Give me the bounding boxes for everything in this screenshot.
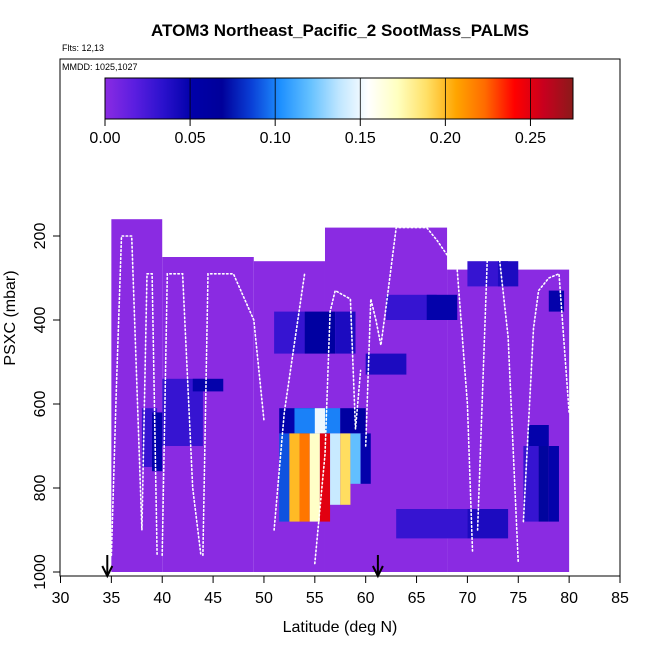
x-tick-label: 85 <box>611 590 629 607</box>
colorbar-ticks: 0.00 0.05 0.10 0.15 0.20 0.25 <box>89 78 546 147</box>
heatmap-cell <box>350 433 361 484</box>
x-tick-label: 60 <box>357 590 375 607</box>
x-tick-label: 50 <box>255 590 273 607</box>
flight-track <box>273 272 306 531</box>
flight-track <box>161 272 202 557</box>
colorbar-tick-label: 0.05 <box>175 130 206 147</box>
heatmap-cell <box>289 433 300 522</box>
heatmap-cells <box>111 219 570 572</box>
x-tick-label: 75 <box>509 590 527 607</box>
heatmap-cell <box>274 311 305 354</box>
heatmap-cell <box>319 433 331 522</box>
heatmap-cell <box>523 446 539 522</box>
x-tick-label: 40 <box>153 590 171 607</box>
heatmap-cell <box>152 412 163 472</box>
heatmap-cell <box>304 311 336 354</box>
flight-track <box>476 243 520 565</box>
y-tick-label: 400 <box>32 307 49 334</box>
heatmap-cell <box>314 408 325 434</box>
heatmap-cell <box>192 378 224 392</box>
x-tick-label: 35 <box>102 590 120 607</box>
heatmap-cell <box>396 509 468 539</box>
x-axis: 30 35 40 45 50 55 60 65 70 75 80 85 <box>52 576 629 607</box>
heatmap-cell <box>309 433 320 522</box>
colorbar <box>104 77 574 120</box>
chart-title: ATOM3 Northeast_Pacific_2 SootMass_PALMS <box>151 21 529 40</box>
colorbar-tick-label: 0.20 <box>430 130 461 147</box>
heatmap-cell <box>299 433 310 522</box>
y-axis: 200 400 600 800 1000 <box>32 223 60 590</box>
x-tick-label: 65 <box>408 590 426 607</box>
x-tick-label: 70 <box>459 590 477 607</box>
flight-track <box>313 289 362 565</box>
x-tick-label: 30 <box>52 590 70 607</box>
y-tick-label: 200 <box>32 223 49 250</box>
y-tick-label: 1000 <box>32 554 49 590</box>
x-tick-label: 80 <box>560 590 578 607</box>
heatmap-cell <box>548 446 559 522</box>
heatmap-cell <box>538 446 549 522</box>
y-tick-label: 600 <box>32 391 49 418</box>
colorbar-tick-label: 0.10 <box>260 130 291 147</box>
heatmap-cell <box>426 294 458 320</box>
flight-track <box>110 235 158 557</box>
colorbar-tick-label: 0.00 <box>89 130 120 147</box>
flights-label: Flts: 12,13 <box>62 43 104 53</box>
flight-track <box>364 226 474 552</box>
flight-track <box>202 272 265 557</box>
heatmap-cell <box>340 408 366 434</box>
flight-track <box>522 272 570 523</box>
date-label: MMDD: 1025,1027 <box>62 62 138 72</box>
heatmap-cell <box>365 353 407 375</box>
y-axis-label: PSXC (mbar) <box>2 270 19 365</box>
heatmap-cell <box>497 261 519 287</box>
flight-tracks <box>110 226 570 565</box>
x-tick-label: 55 <box>306 590 324 607</box>
colorbar-tick-label: 0.25 <box>515 130 546 147</box>
heatmap-cell <box>335 311 356 354</box>
colorbar-tick-label: 0.15 <box>345 130 376 147</box>
plot-frame <box>59 58 621 577</box>
x-axis-label: Latitude (deg N) <box>283 619 398 636</box>
heatmap-cell <box>330 433 341 505</box>
heatmap-cell <box>279 433 290 522</box>
y-tick-label: 800 <box>32 475 49 502</box>
heatmap-cell <box>467 509 509 539</box>
heatmap-cell <box>528 425 549 446</box>
heatmap-cell <box>360 433 371 484</box>
heatmap-cell <box>340 433 351 505</box>
x-tick-label: 45 <box>204 590 222 607</box>
